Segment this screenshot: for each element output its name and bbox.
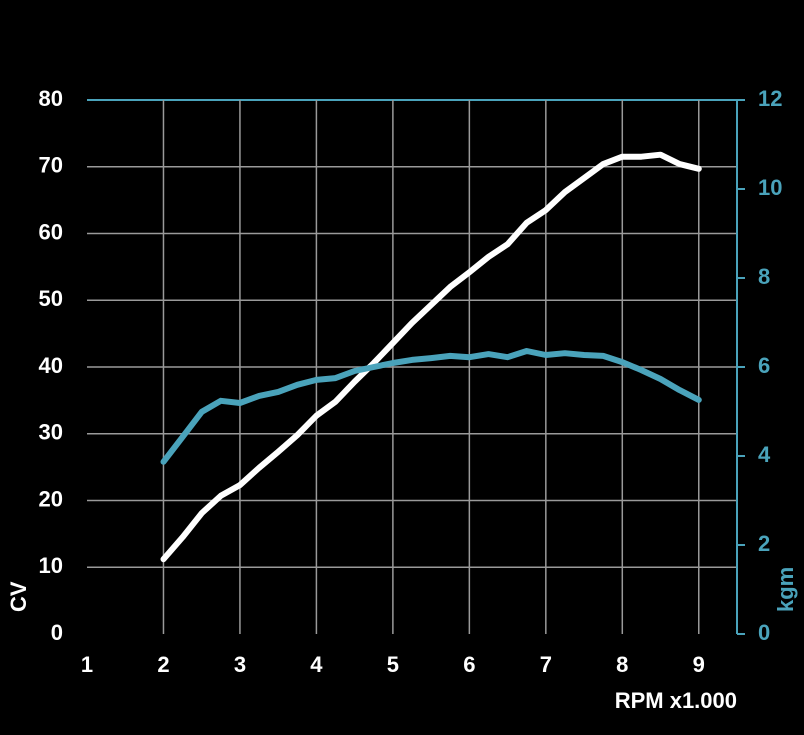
y-tick-label: 80 [39,86,63,111]
x-tick-label: 5 [387,652,399,677]
line-series [160,151,702,563]
x-tick-label: 3 [234,652,246,677]
y-tick-label: 60 [39,219,63,244]
y2-tick-label: 2 [758,531,770,556]
y-tick-label: 70 [39,153,63,178]
line-series [160,348,702,465]
y2-axis-label: kgm [773,567,798,612]
y-tick-label: 0 [51,620,63,645]
y2-tick-label: 4 [758,442,771,467]
x-tick-label: 7 [540,652,552,677]
y-tick-label: 20 [39,486,63,511]
x-tick-label: 2 [157,652,169,677]
y-tick-label: 10 [39,553,63,578]
x-tick-label: 8 [616,652,628,677]
y2-tick-label: 8 [758,264,770,289]
y-tick-label: 50 [39,286,63,311]
y2-tick-label: 10 [758,175,782,200]
y-axis-label: CV [6,581,31,612]
x-tick-label: 9 [693,652,705,677]
y2-tick-label: 0 [758,620,770,645]
x-tick-label: 1 [81,652,93,677]
x-axis-label: RPM x1.000 [615,688,737,713]
y2-tick-label: 6 [758,353,770,378]
x-tick-label: 4 [310,652,323,677]
x-tick-label: 6 [463,652,475,677]
y-tick-label: 40 [39,353,63,378]
y-tick-label: 30 [39,420,63,445]
y2-tick-label: 12 [758,86,782,111]
